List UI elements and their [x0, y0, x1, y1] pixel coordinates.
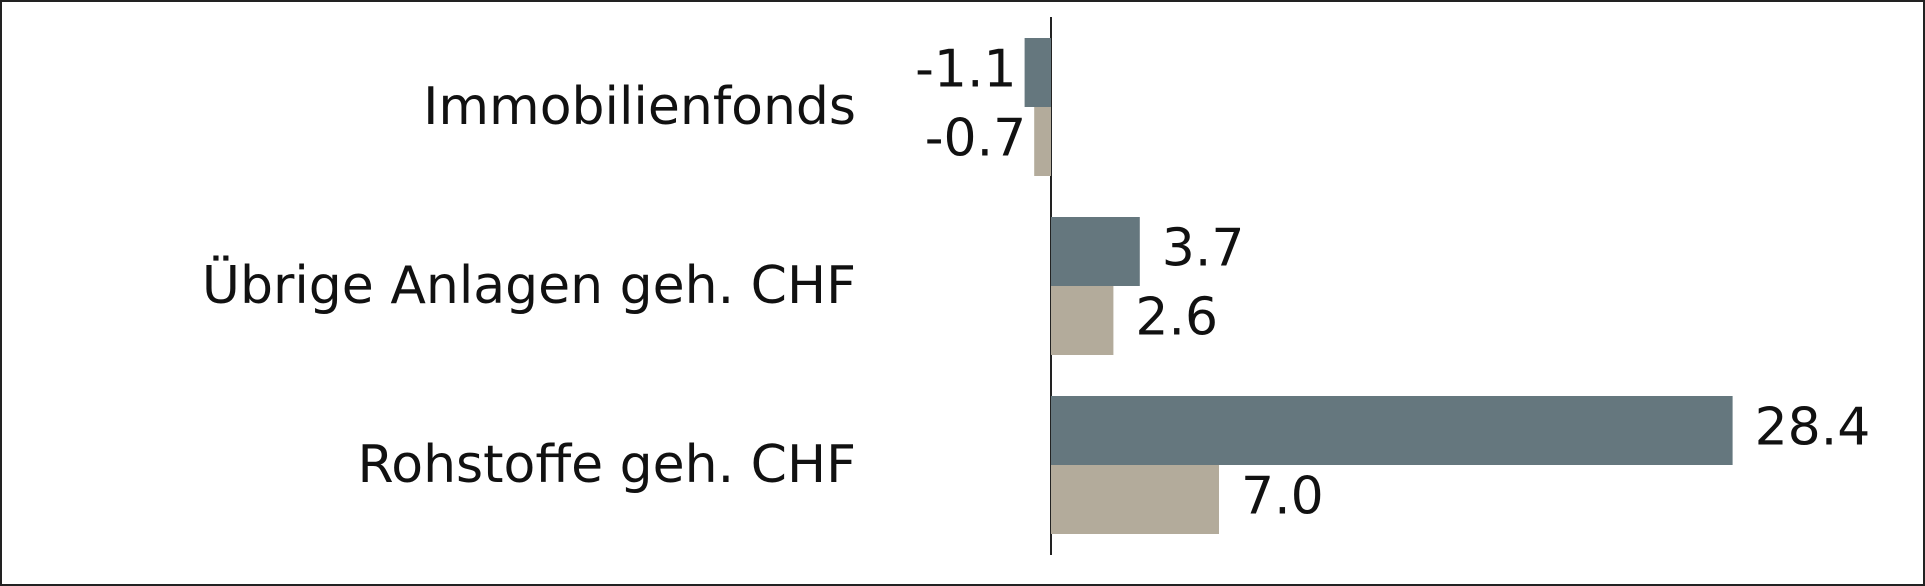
bar — [1051, 286, 1114, 355]
value-label: -1.1 — [915, 40, 1016, 100]
category-label: Rohstoffe geh. CHF — [357, 435, 856, 495]
value-label: 2.6 — [1135, 288, 1218, 348]
bar — [1034, 107, 1051, 176]
value-label: 28.4 — [1755, 398, 1871, 458]
bar — [1051, 465, 1219, 534]
category-label: Übrige Anlagen geh. CHF — [202, 255, 856, 316]
value-label: 7.0 — [1241, 467, 1324, 527]
bar — [1024, 38, 1051, 107]
value-label: 3.7 — [1162, 219, 1245, 279]
bar — [1051, 396, 1733, 465]
bar — [1051, 217, 1140, 286]
category-label: Immobilienfonds — [423, 77, 856, 137]
value-label: -0.7 — [925, 109, 1026, 169]
